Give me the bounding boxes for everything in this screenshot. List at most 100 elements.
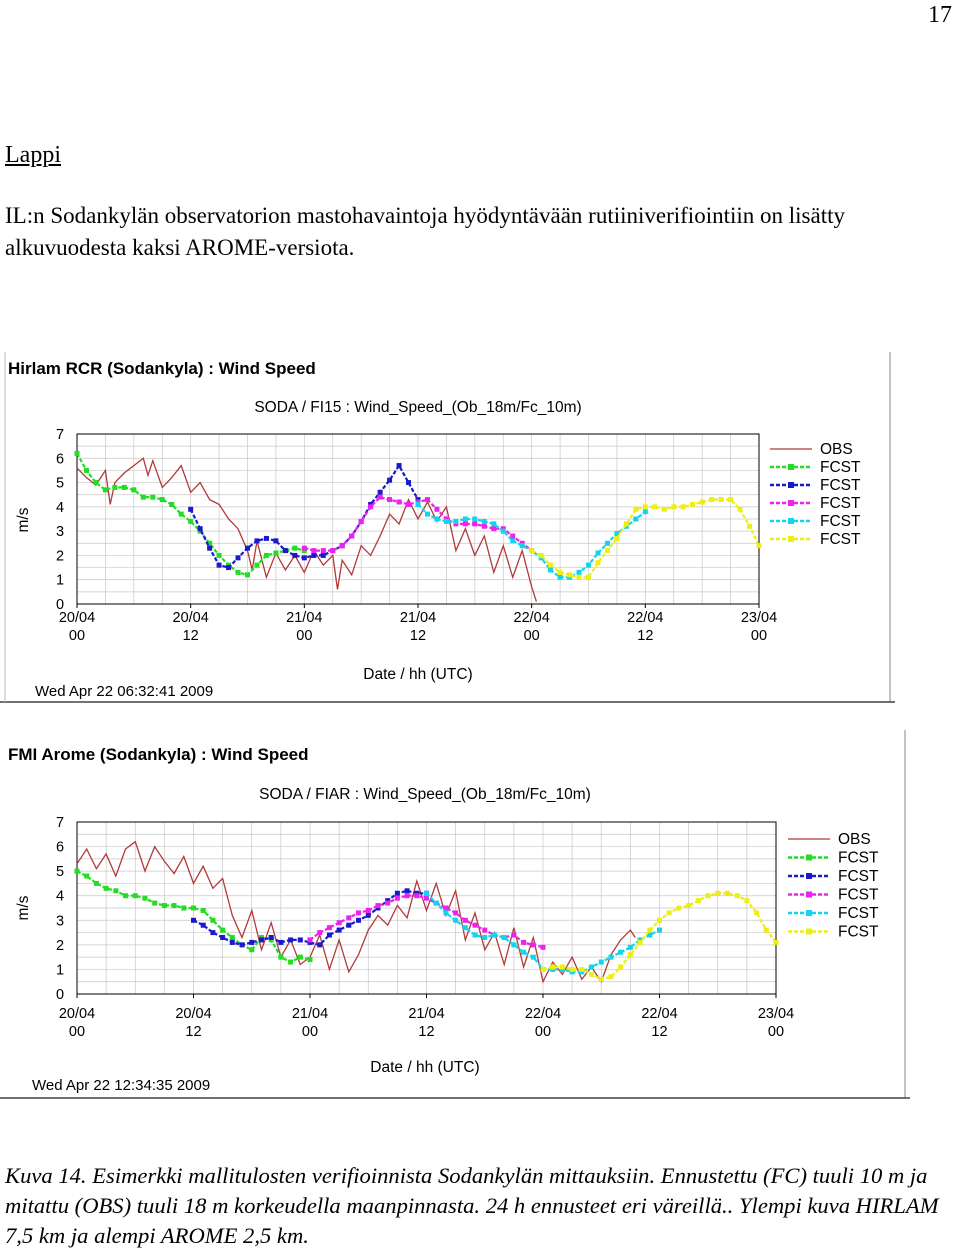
series-point (282, 548, 288, 554)
series-point (297, 954, 303, 960)
series-point (453, 910, 459, 916)
chart-window-title: FMI Arome (Sodankyla) : Wind Speed (8, 745, 309, 764)
series-point (747, 523, 753, 529)
series-point (453, 917, 459, 923)
series-point (462, 925, 468, 931)
series-point (191, 905, 196, 911)
x-axis-label: Date / hh (UTC) (370, 1059, 479, 1076)
series-point (647, 927, 653, 933)
x-tick-date: 21/04 (292, 1006, 328, 1022)
chart-title: SODA / FI15 : Wind_Speed_(Ob_18m/Fc_10m) (254, 399, 581, 416)
series-point (633, 516, 639, 522)
series-point (690, 501, 696, 507)
series-point (676, 905, 682, 911)
series-point (642, 504, 648, 510)
series-point (657, 917, 662, 923)
y-axis-label: m/s (15, 895, 32, 920)
series-point (254, 538, 260, 544)
series-point (152, 900, 158, 906)
series-point (394, 890, 400, 896)
y-tick-label: 7 (56, 427, 64, 443)
series-point (268, 934, 274, 940)
y-tick-label: 4 (56, 500, 64, 516)
series-point (317, 942, 323, 948)
legend-label: FCST (838, 850, 879, 867)
series-point (530, 942, 536, 948)
y-tick-label: 1 (56, 573, 64, 589)
series-point (424, 895, 429, 901)
series-point (529, 548, 535, 554)
series-point (131, 487, 137, 493)
series-point (623, 521, 629, 527)
figure-caption: Kuva 14. Esimerkki mallitulosten verifio… (5, 1163, 939, 1248)
series-point (482, 927, 488, 933)
series-point (472, 932, 478, 938)
x-tick-date: 22/04 (525, 1006, 561, 1022)
series-point (346, 915, 352, 921)
series-point (481, 523, 487, 529)
y-tick-label: 1 (56, 962, 64, 978)
legend-marker (788, 536, 794, 542)
x-tick-date: 20/04 (173, 610, 209, 626)
series-point (652, 504, 658, 510)
series-point (84, 873, 90, 879)
series-point (181, 905, 187, 911)
series-point (744, 898, 750, 904)
series-point (349, 533, 355, 539)
x-tick-hour: 00 (751, 628, 767, 644)
series-point (614, 535, 620, 541)
y-tick-label: 6 (56, 451, 64, 467)
series-point (387, 497, 393, 503)
series-point (657, 927, 662, 933)
series-point (320, 552, 326, 558)
series-point (715, 890, 721, 896)
series-point (642, 509, 648, 515)
legend-marker (806, 928, 812, 935)
series-point (93, 480, 99, 486)
series-point (74, 450, 80, 456)
series-point (705, 893, 711, 899)
y-tick-label: 6 (56, 840, 64, 856)
x-tick-date: 22/04 (514, 610, 550, 626)
series-point (188, 506, 194, 512)
series-point (576, 574, 582, 580)
series-point (540, 944, 546, 950)
series-point (433, 900, 439, 906)
x-tick-hour: 12 (185, 1024, 201, 1040)
series-point (132, 893, 138, 899)
series-point (462, 917, 468, 923)
y-tick-label: 5 (56, 476, 64, 492)
series-point (339, 543, 345, 549)
series-point (756, 543, 762, 549)
series-point (336, 927, 342, 933)
series-point (317, 930, 323, 936)
series-point (229, 934, 235, 940)
series-point (540, 966, 546, 972)
series-point (200, 922, 206, 928)
series-point (608, 974, 614, 980)
legend-marker (806, 910, 812, 916)
x-tick-date: 20/04 (175, 1006, 211, 1022)
legend-marker (806, 873, 812, 879)
series-point (699, 499, 705, 505)
legend-marker (806, 854, 812, 861)
series-point (538, 552, 544, 558)
series-point (614, 531, 620, 537)
y-tick-label: 2 (56, 938, 64, 954)
x-tick-hour: 12 (651, 1024, 667, 1040)
series-point (358, 518, 364, 524)
series-point (220, 934, 226, 940)
chart-title: SODA / FIAR : Wind_Speed_(Ob_18m/Fc_10m) (259, 786, 591, 803)
y-tick-label: 2 (56, 548, 64, 564)
series-point (207, 545, 213, 551)
series-point (557, 569, 563, 575)
x-tick-date: 22/04 (627, 610, 663, 626)
series-point (567, 572, 573, 578)
series-point (627, 944, 633, 950)
series-point (718, 497, 724, 503)
section-heading: Lappi (5, 142, 61, 168)
series-point (604, 540, 610, 546)
legend-label: FCST (820, 513, 861, 530)
series-point (500, 528, 506, 534)
series-point (123, 893, 129, 899)
